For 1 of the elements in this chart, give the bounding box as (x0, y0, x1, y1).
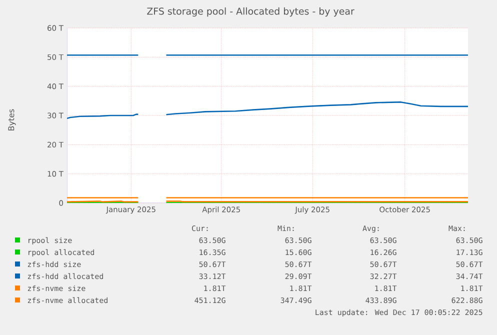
chart-title: ZFS storage pool - Allocated bytes - by year (147, 7, 354, 17)
